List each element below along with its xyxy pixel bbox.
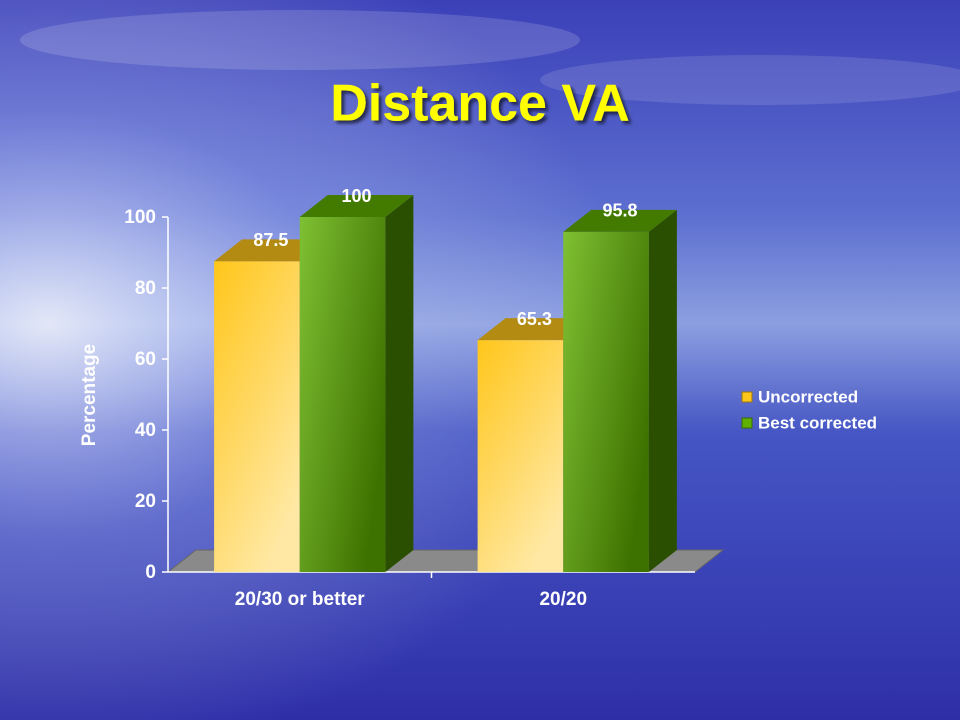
legend-swatch	[741, 391, 753, 403]
legend-label: Uncorrected	[758, 387, 858, 406]
data-label: 100	[342, 186, 372, 206]
cloud	[20, 10, 580, 70]
y-tick-label: 80	[135, 278, 156, 299]
data-label: 65.3	[517, 309, 552, 329]
y-tick-label: 60	[135, 349, 156, 370]
y-tick-label: 20	[135, 491, 156, 512]
y-tick-label: 0	[145, 562, 156, 583]
bar	[477, 340, 564, 572]
y-tick-label: 40	[135, 420, 156, 441]
data-label: 87.5	[253, 230, 288, 250]
y-tick-label: 100	[124, 207, 156, 228]
bar-side	[385, 195, 414, 572]
plot: 0 20 40 60 80 100 20/30 or better 87.5 100 20/20 6…	[124, 186, 877, 610]
bar	[563, 231, 649, 572]
y-axis-title: Percentage	[79, 344, 100, 446]
legend-label: Best corrected	[758, 413, 877, 432]
bar	[214, 261, 300, 572]
x-tick-label: 20/30 or better	[235, 589, 365, 610]
bar	[299, 217, 386, 572]
x-tick-label: 20/20	[539, 589, 587, 610]
bar-top	[214, 239, 328, 262]
data-label: 95.8	[603, 201, 638, 221]
bar-top	[299, 195, 414, 217]
bar-top	[477, 318, 592, 341]
bar-top	[563, 209, 677, 232]
legend-swatch	[741, 417, 753, 429]
chart-title: Distance VA	[330, 75, 630, 133]
bar-side	[648, 209, 677, 572]
cloud	[540, 55, 960, 105]
